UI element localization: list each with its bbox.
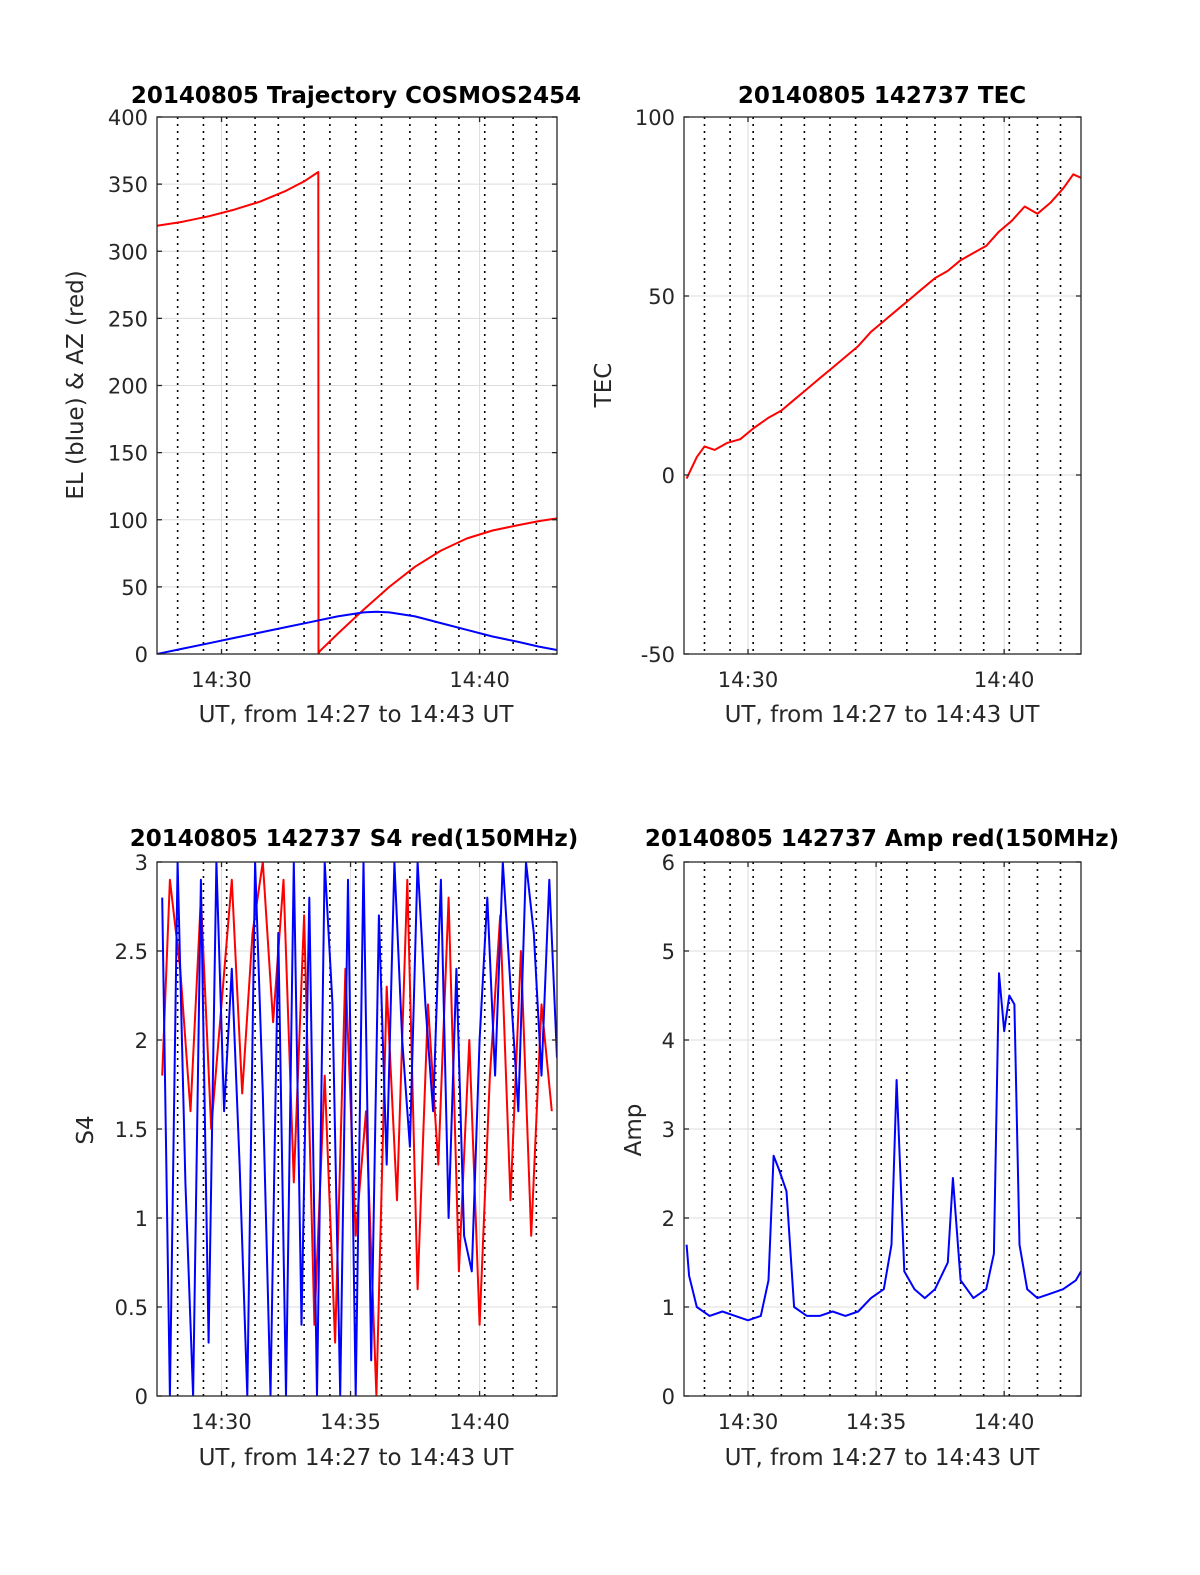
chart-trajectory-ytick-label-6: 300 xyxy=(108,240,148,264)
chart-trajectory-ytick-label-5: 250 xyxy=(108,307,148,331)
chart-trajectory-ytick-label-8: 400 xyxy=(108,106,148,130)
chart-trajectory-series-0-line xyxy=(157,171,557,654)
chart-amp-xtick-label-1: 14:35 xyxy=(846,1410,907,1434)
chart-trajectory-ytick-label-4: 200 xyxy=(108,375,148,399)
chart-trajectory-ytick-label-1: 50 xyxy=(121,576,148,600)
chart-amp-xtick-label-0: 14:30 xyxy=(718,1410,779,1434)
chart-tec-xtick-label-1: 14:40 xyxy=(974,668,1035,692)
chart-amp-ylabel: Amp xyxy=(621,1104,647,1157)
chart-s4-ytick-label-0: 0 xyxy=(135,1385,148,1409)
chart-s4-ytick-label-5: 2.5 xyxy=(115,940,148,964)
chart-s4-xtick-label-2: 14:40 xyxy=(449,1410,510,1434)
chart-amp-ytick-label-0: 0 xyxy=(662,1385,675,1409)
chart-amp: 20140805 142737 Amp red(150MHz) Amp UT, … xyxy=(621,826,1119,1471)
chart-tec-ytick-label-2: 50 xyxy=(648,285,675,309)
chart-s4-ytick-label-2: 1 xyxy=(135,1207,148,1231)
chart-s4-series-group xyxy=(161,862,557,1396)
chart-s4-ytick-label-1: 0.5 xyxy=(115,1296,148,1320)
chart-amp-ytick-label-3: 3 xyxy=(662,1118,675,1142)
chart-s4-ytick-label-6: 3 xyxy=(135,851,148,875)
chart-s4-plot-area: 0 0.5 1 1.5 2 2.5 3 14:30 14:35 14:40 xyxy=(115,851,558,1434)
chart-amp-ytick-label-6: 6 xyxy=(662,851,675,875)
chart-tec-plot-area: -50 0 50 100 14:30 14:40 xyxy=(635,106,1082,692)
chart-amp-ytick-label-1: 1 xyxy=(662,1296,675,1320)
chart-s4-xtick-label-0: 14:30 xyxy=(191,1410,252,1434)
chart-amp-ytick-label-4: 4 xyxy=(662,1029,675,1053)
chart-tec-ytick-label-3: 100 xyxy=(635,106,675,130)
chart-s4-ylabel: S4 xyxy=(73,1115,99,1144)
chart-tec-series-0-line xyxy=(685,173,1081,480)
chart-trajectory-plot-area: 0 50 100 150 200 250 300 350 400 14:30 14:40 xyxy=(108,106,558,692)
chart-tec-axes-frame xyxy=(683,116,1082,655)
chart-amp-ytick-label-2: 2 xyxy=(662,1207,675,1231)
chart-amp-xtick-label-2: 14:40 xyxy=(974,1410,1035,1434)
chart-amp-series-group xyxy=(685,972,1081,1322)
chart-tec-ytick-label-0: -50 xyxy=(641,643,675,667)
chart-s4-ytick-label-3: 1.5 xyxy=(115,1118,148,1142)
chart-amp-plot-area: 0 1 2 3 4 5 6 14:30 14:35 14:40 xyxy=(662,851,1082,1434)
chart-trajectory-ylabel: EL (blue) & AZ (red) xyxy=(63,270,89,499)
chart-amp-xlabel: UT, from 14:27 to 14:43 UT xyxy=(725,1445,1041,1471)
chart-trajectory-title: 20140805 Trajectory COSMOS2454 xyxy=(131,83,581,109)
chart-amp-ytick-label-5: 5 xyxy=(662,940,675,964)
chart-trajectory-series-group xyxy=(157,171,557,654)
chart-trajectory-ytick-label-7: 350 xyxy=(108,173,148,197)
chart-amp-title: 20140805 142737 Amp red(150MHz) xyxy=(645,826,1119,852)
chart-s4-series-0-line xyxy=(161,862,553,1396)
chart-s4-ytick-label-4: 2 xyxy=(135,1029,148,1053)
chart-tec-ylabel: TEC xyxy=(591,363,617,409)
chart-tec-series-group xyxy=(685,173,1081,480)
chart-s4-title: 20140805 142737 S4 red(150MHz) xyxy=(130,826,579,852)
chart-amp-series-0-line xyxy=(685,972,1081,1322)
chart-s4-series-1-line xyxy=(161,862,557,1396)
chart-trajectory-ytick-label-0: 0 xyxy=(135,643,148,667)
chart-tec-xtick-label-0: 14:30 xyxy=(718,668,779,692)
chart-trajectory-ytick-label-2: 100 xyxy=(108,509,148,533)
chart-trajectory-series-1-line xyxy=(157,610,557,654)
chart-s4-xtick-label-1: 14:35 xyxy=(320,1410,381,1434)
chart-tec-title: 20140805 142737 TEC xyxy=(738,83,1026,109)
chart-trajectory-xtick-label-0: 14:30 xyxy=(191,668,252,692)
chart-tec-xlabel: UT, from 14:27 to 14:43 UT xyxy=(725,702,1041,728)
chart-trajectory-xlabel: UT, from 14:27 to 14:43 UT xyxy=(199,702,515,728)
chart-tec: 20140805 142737 TEC TEC UT, from 14:27 t… xyxy=(591,83,1082,728)
chart-trajectory-ytick-label-3: 150 xyxy=(108,442,148,466)
chart-s4-xlabel: UT, from 14:27 to 14:43 UT xyxy=(199,1445,515,1471)
chart-trajectory: 20140805 Trajectory COSMOS2454 EL (blue)… xyxy=(63,83,581,728)
chart-trajectory-xtick-label-1: 14:40 xyxy=(449,668,510,692)
chart-s4: 20140805 142737 S4 red(150MHz) S4 UT, fr… xyxy=(73,826,578,1471)
chart-tec-ytick-label-1: 0 xyxy=(662,464,675,488)
